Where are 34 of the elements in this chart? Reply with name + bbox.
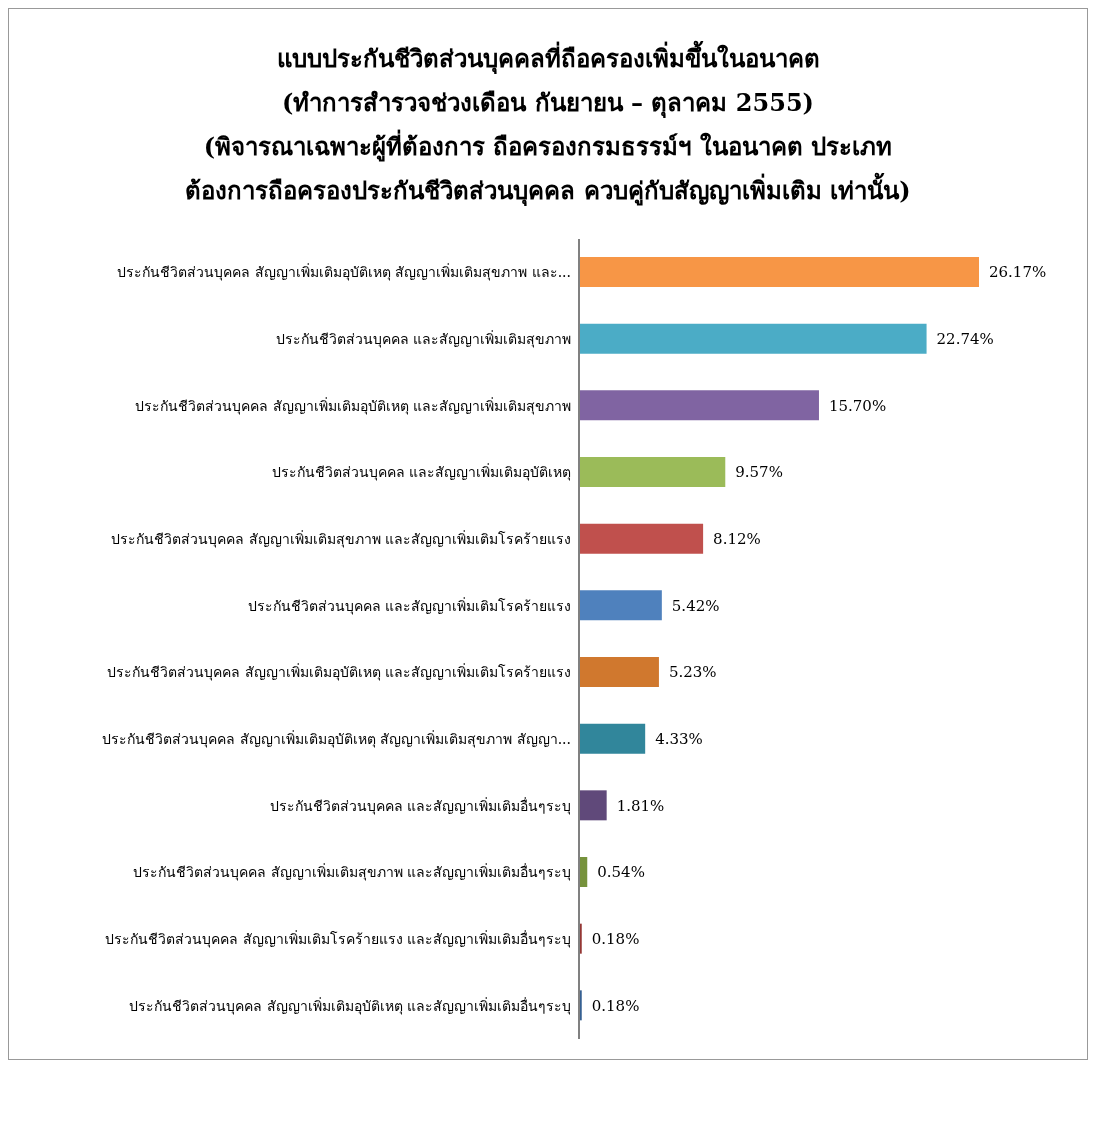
y-tick-label: ประกันชีวิตส่วนบุคคล และสัญญาเพิ่มเติมอื่นๆระบุ [269, 796, 571, 815]
chart-title: แบบประกันชีวิตส่วนบุคคลที่ถือครองเพิ่มขึ้นในอนาคต (ทำการสำรวจช่วงเดือน กันยายน – ตุลาคม 2555) (พิจารณาเฉพาะผู้ที่ต้องการ ถือครองกรมธรรม์ฯ ในอนาคต ประเภท ต้องการถือครองประกันชีวิตส่วนบุคคล ควบคู่กับสัญญาเพิ่มเติม เท่านั้น) [184, 39, 912, 208]
y-tick-label: ประกันชีวิตส่วนบุคคล สัญญาเพิ่มเติมสุขภาพ และสัญญาเพิ่มเติมอื่นๆระบุ [133, 863, 571, 882]
bar [579, 257, 979, 287]
bar [579, 523, 704, 554]
bar [579, 790, 607, 821]
data-label: 4.33% [655, 729, 703, 748]
y-tick-label: ประกันชีวิตส่วนบุคคล สัญญาเพิ่มเติมอุบัติเหตุ สัญญาเพิ่มเติมสุขภาพ และ... [117, 263, 571, 282]
data-label: 26.17% [989, 263, 1047, 282]
y-tick-label: ประกันชีวิตส่วนบุคคล สัญญาเพิ่มเติมอุบัติเหตุ และสัญญาเพิ่มเติมอื่นๆระบุ [129, 996, 571, 1015]
y-tick-label: ประกันชีวิตส่วนบุคคล สัญญาเพิ่มเติมอุบัติเหตุ และสัญญาเพิ่มเติมโรคร้ายแรง [107, 663, 571, 682]
y-tick-label: ประกันชีวิตส่วนบุคคล สัญญาเพิ่มเติมอุบัติเหตุ สัญญาเพิ่มเติมสุขภาพ สัญญา... [102, 729, 571, 748]
data-label: 15.70% [828, 396, 887, 415]
data-label: 5.42% [671, 596, 720, 615]
data-label: 1.81% [616, 796, 665, 815]
y-tick-label: ประกันชีวิตส่วนบุคคล และสัญญาเพิ่มเติมสุขภาพ [275, 329, 571, 348]
data-label: 8.12% [713, 529, 761, 548]
bar [579, 323, 927, 354]
y-tick-label: ประกันชีวิตส่วนบุคคล สัญญาเพิ่มเติมโรคร้ายแรง และสัญญาเพิ่มเติมอื่นๆระบุ [105, 929, 571, 948]
bar [579, 723, 646, 754]
data-label: 22.74% [936, 329, 994, 348]
y-tick-label: ประกันชีวิตส่วนบุคคล และสัญญาเพิ่มเติมโรคร้ายแรง [247, 596, 571, 615]
y-tick-label: ประกันชีวิตส่วนบุคคล สัญญาเพิ่มเติมอุบัติเหตุ และสัญญาเพิ่มเติมสุขภาพ [135, 396, 571, 415]
data-label: 0.54% [597, 863, 645, 882]
data-label: 5.23% [668, 663, 717, 682]
bar [579, 390, 819, 421]
data-label: 9.57% [735, 463, 783, 482]
data-label: 0.18% [591, 996, 640, 1015]
y-tick-label: ประกันชีวิตส่วนบุคคล และสัญญาเพิ่มเติมอุบัติเหตุ [271, 463, 571, 482]
bar [579, 590, 662, 621]
bar [579, 457, 726, 487]
data-label: 0.18% [591, 929, 640, 948]
y-tick-label: ประกันชีวิตส่วนบุคคล สัญญาเพิ่มเติมสุขภาพ และสัญญาเพิ่มเติมโรคร้ายแรง [111, 529, 571, 548]
bar [579, 657, 659, 687]
